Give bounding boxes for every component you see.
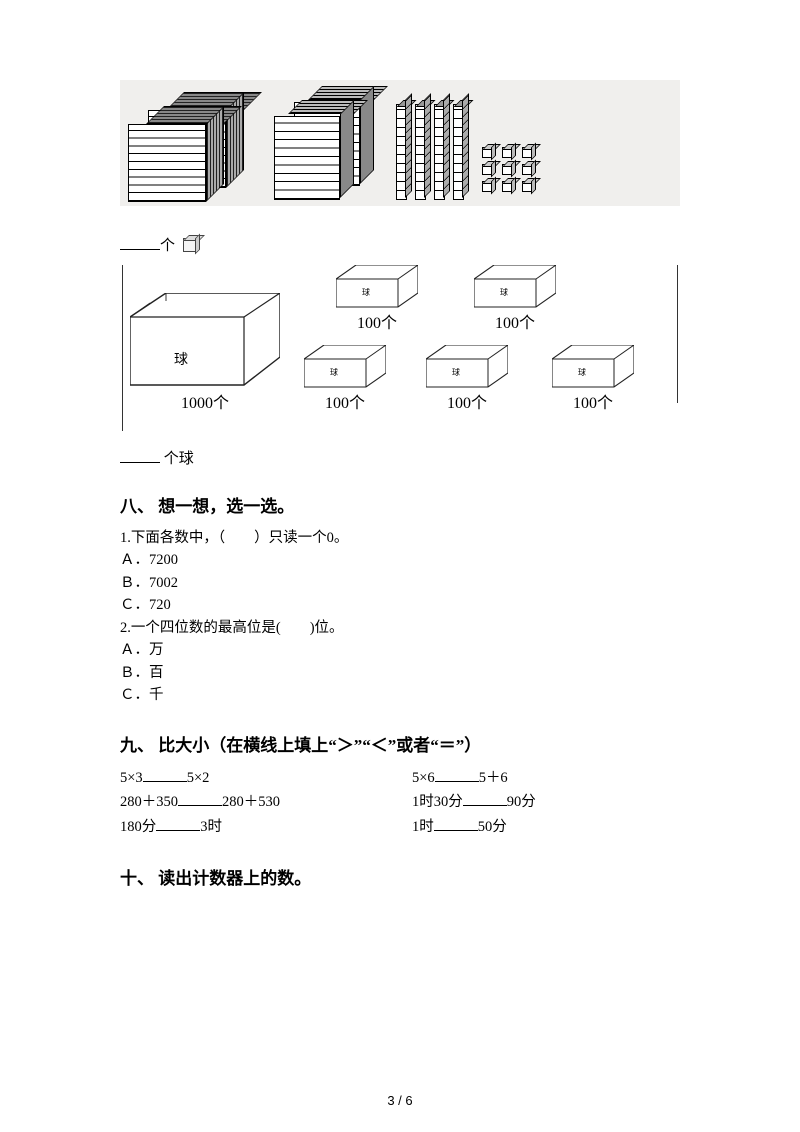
blank-input[interactable] bbox=[143, 768, 187, 782]
section-10-title: 十、 读出计数器上的数。 bbox=[120, 864, 680, 889]
compare-item: 280＋350280＋530 bbox=[120, 790, 388, 815]
figure-blocks bbox=[120, 80, 680, 206]
box-label: 100个 bbox=[336, 309, 418, 333]
blank-input[interactable] bbox=[434, 817, 478, 831]
unit-label: 个球 bbox=[160, 451, 194, 467]
tens-rods bbox=[396, 104, 464, 200]
box-label: 100个 bbox=[304, 389, 386, 413]
compare-item: 1时50分 bbox=[412, 815, 680, 840]
q2-options: Ａ．万 Ｂ．百 Ｃ．千 bbox=[120, 639, 680, 706]
box-label: 100个 bbox=[552, 389, 634, 413]
section-8-title: 八、 想一想，选一选。 bbox=[120, 492, 680, 517]
q1-options: Ａ．7200 Ｂ．7002 Ｃ．720 bbox=[120, 549, 680, 616]
compare-item: 5×35×2 bbox=[120, 766, 388, 791]
figure-ball-boxes: 球 1000个 球 100个 球 100个 球 100个 bbox=[120, 265, 680, 441]
box-1000: 球 1000个 bbox=[130, 293, 280, 413]
fill-blank-balls: 个球 bbox=[120, 447, 680, 468]
box-char: 球 bbox=[330, 367, 338, 378]
blank-input[interactable] bbox=[120, 236, 160, 250]
blank-input[interactable] bbox=[156, 817, 200, 831]
box-100-d: 球 100个 bbox=[426, 345, 508, 413]
q2-option-b[interactable]: Ｂ．百 bbox=[120, 662, 680, 684]
thousands-cubes bbox=[128, 92, 256, 200]
box-100-e: 球 100个 bbox=[552, 345, 634, 413]
box-100-c: 球 100个 bbox=[304, 345, 386, 413]
q2-option-a[interactable]: Ａ．万 bbox=[120, 639, 680, 661]
blank-input[interactable] bbox=[463, 792, 507, 806]
unit-label: 个 bbox=[160, 238, 175, 254]
q2-text: 2.一个四位数的最高位是( )位。 bbox=[120, 617, 680, 639]
compare-item: 180分3时 bbox=[120, 815, 388, 840]
compare-item: 1时30分90分 bbox=[412, 790, 680, 815]
cube-icon bbox=[183, 238, 197, 252]
q1-text: 1.下面各数中，（ ）只读一个0。 bbox=[120, 527, 680, 549]
box-char: 球 bbox=[578, 367, 586, 378]
hundreds-flats bbox=[274, 86, 378, 200]
q2-option-c[interactable]: Ｃ．千 bbox=[120, 684, 680, 706]
box-100-b: 球 100个 bbox=[474, 265, 556, 333]
compare-item: 5×65＋6 bbox=[412, 766, 680, 791]
q1-option-b[interactable]: Ｂ．7002 bbox=[120, 572, 680, 594]
unit-cubes bbox=[482, 147, 540, 200]
compare-grid: 5×35×2 5×65＋6 280＋350280＋530 1时30分90分 18… bbox=[120, 766, 680, 840]
box-100-a: 球 100个 bbox=[336, 265, 418, 333]
box-label: 1000个 bbox=[130, 389, 280, 413]
page-number: 3 / 6 bbox=[0, 1093, 800, 1108]
box-char: 球 bbox=[362, 287, 370, 298]
box-label: 100个 bbox=[474, 309, 556, 333]
box-char: 球 bbox=[500, 287, 508, 298]
blank-input[interactable] bbox=[178, 792, 222, 806]
q1-option-c[interactable]: Ｃ．720 bbox=[120, 594, 680, 616]
box-char: 球 bbox=[174, 349, 188, 369]
box-label: 100个 bbox=[426, 389, 508, 413]
section-9-title: 九、 比大小（在横线上填上“＞”“＜”或者“＝”） bbox=[120, 731, 680, 756]
q1-option-a[interactable]: Ａ．7200 bbox=[120, 549, 680, 571]
blank-input[interactable] bbox=[120, 449, 160, 463]
blank-input[interactable] bbox=[435, 768, 479, 782]
box-char: 球 bbox=[452, 367, 460, 378]
fill-blank-cubes: 个 bbox=[120, 234, 680, 255]
